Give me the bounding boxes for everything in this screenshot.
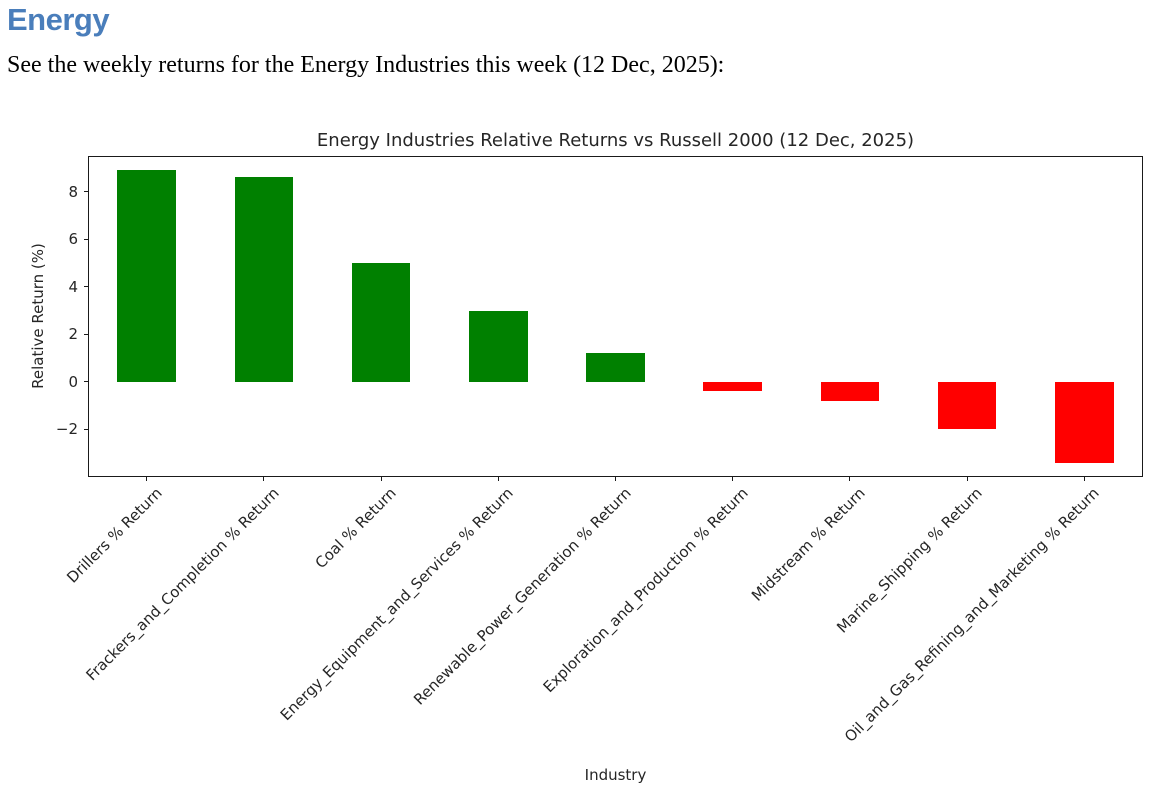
x-tick-label: Drillers % Return <box>62 484 166 587</box>
y-tick-label: 2 <box>68 325 78 344</box>
x-tick-mark <box>849 477 851 481</box>
bar <box>117 170 176 382</box>
intro-text: See the weekly returns for the Energy In… <box>7 52 725 78</box>
bar <box>234 177 294 382</box>
y-axis-label: Relative Return (%) <box>29 243 47 389</box>
y-tick-mark <box>84 238 88 240</box>
x-tick-mark <box>615 477 616 481</box>
bar <box>820 381 880 401</box>
x-tick-mark <box>263 477 265 481</box>
bar <box>1055 381 1114 463</box>
bar <box>937 381 997 430</box>
bar <box>351 263 411 382</box>
bar <box>703 381 763 392</box>
x-tick-mark <box>146 477 148 481</box>
y-tick-label: −2 <box>55 420 78 439</box>
y-tick-mark <box>84 333 88 335</box>
x-tick-label: Exploration_and_Production % Return <box>539 484 752 697</box>
x-tick-label: Frackers_and_Completion % Return <box>82 484 283 685</box>
page-title: Energy <box>7 2 110 37</box>
y-tick-label: 8 <box>68 182 78 201</box>
x-tick-mark <box>380 477 382 481</box>
x-tick-label: Midstream % Return <box>747 484 869 605</box>
y-tick-mark <box>84 381 88 383</box>
y-tick-mark <box>84 191 88 193</box>
bar <box>586 353 645 382</box>
x-tick-mark <box>966 477 968 481</box>
bar <box>468 310 528 382</box>
x-tick-mark <box>1083 477 1085 481</box>
x-tick-label: Energy_Equipment_and_Services % Return <box>276 484 517 725</box>
x-tick-label: Renewable_Power_Generation % Return <box>409 484 635 709</box>
chart-title: Energy Industries Relative Returns vs Ru… <box>316 130 915 151</box>
y-tick-mark <box>84 286 88 288</box>
y-tick-mark <box>84 428 88 430</box>
y-tick-label: 4 <box>68 277 78 296</box>
x-tick-mark <box>497 477 499 481</box>
x-tick-label: Coal % Return <box>311 484 400 573</box>
y-tick-label: 6 <box>68 230 78 249</box>
x-tick-mark <box>732 477 734 481</box>
y-tick-label: 0 <box>68 372 78 391</box>
x-tick-label: Oil_and_Gas_Refining_and_Marketing % Ret… <box>841 484 1104 746</box>
x-axis-label: Industry <box>584 766 647 784</box>
